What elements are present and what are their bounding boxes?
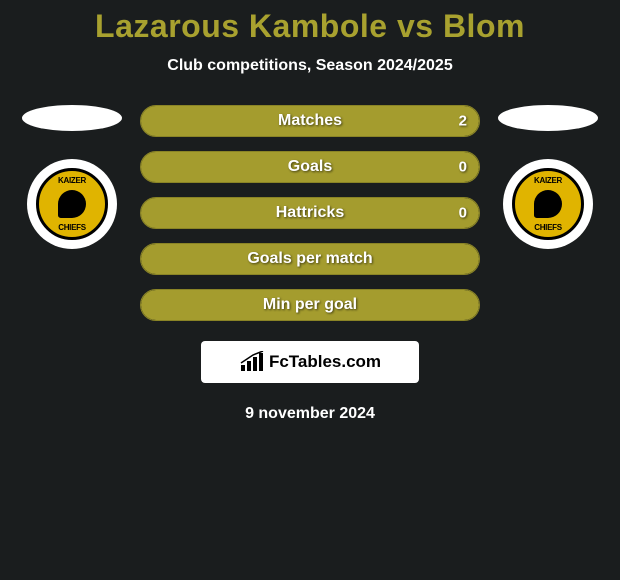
stat-value-right: 0: [459, 159, 467, 176]
stat-bar: Matches2: [140, 105, 480, 137]
player-right-avatar-placeholder: [498, 105, 598, 131]
player-left-avatar-placeholder: [22, 105, 122, 131]
club-badge-right-bottom: CHIEFS: [515, 223, 581, 232]
player-left-col: KAIZER CHIEFS: [22, 105, 122, 249]
stat-bar: Goals per match: [140, 243, 480, 275]
date-text: 9 november 2024: [0, 405, 620, 423]
brand-text: FcTables.com: [269, 352, 381, 372]
subtitle: Club competitions, Season 2024/2025: [0, 57, 620, 75]
stat-value-right: 0: [459, 205, 467, 222]
stat-bar: Hattricks0: [140, 197, 480, 229]
stat-label: Goals per match: [141, 250, 479, 268]
player-right-col: KAIZER CHIEFS: [498, 105, 598, 249]
chart-icon: [239, 351, 265, 373]
stats-column: Matches2Goals0Hattricks0Goals per matchM…: [140, 105, 480, 321]
page-title: Lazarous Kambole vs Blom: [0, 8, 620, 45]
club-badge-left-top: KAIZER: [39, 176, 105, 185]
brand-box[interactable]: FcTables.com: [201, 341, 419, 383]
stat-label: Min per goal: [141, 296, 479, 314]
stat-label: Hattricks: [141, 204, 479, 222]
club-badge-right-top: KAIZER: [515, 176, 581, 185]
comparison-row: KAIZER CHIEFS Matches2Goals0Hattricks0Go…: [0, 105, 620, 321]
stat-bar: Min per goal: [140, 289, 480, 321]
stat-value-right: 2: [459, 113, 467, 130]
club-badge-right: KAIZER CHIEFS: [503, 159, 593, 249]
club-badge-left-bottom: CHIEFS: [39, 223, 105, 232]
club-badge-left: KAIZER CHIEFS: [27, 159, 117, 249]
stat-bar: Goals0: [140, 151, 480, 183]
stat-label: Matches: [141, 112, 479, 130]
stat-label: Goals: [141, 158, 479, 176]
